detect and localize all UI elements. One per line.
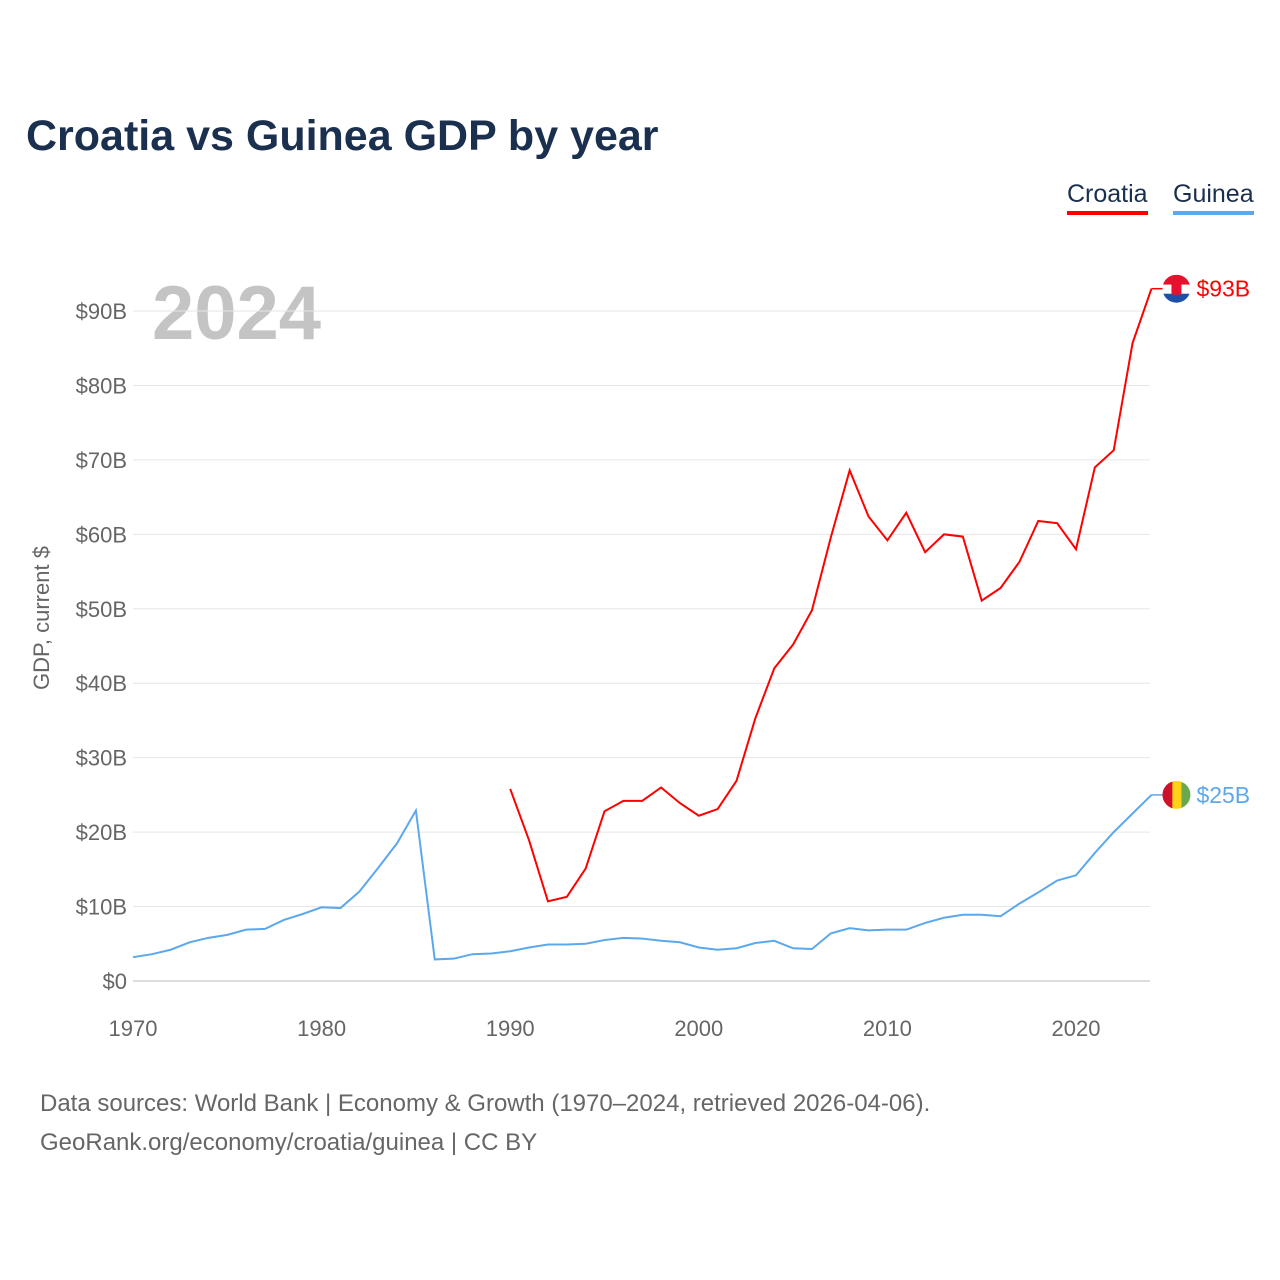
y-tick-label: $70B (76, 448, 127, 473)
x-tick-label: 1970 (109, 1016, 158, 1041)
source-line-2[interactable]: GeoRank.org/economy/croatia/guinea | CC … (40, 1129, 538, 1156)
source-line-1: Data sources: World Bank | Economy & Gro… (40, 1090, 931, 1117)
year-watermark: 2024 (152, 271, 322, 356)
y-tick-label: $20B (76, 820, 127, 845)
y-tick-label: $80B (76, 373, 127, 398)
end-value-label: $93B (1196, 276, 1250, 302)
x-tick-label: 1990 (486, 1016, 535, 1041)
y-tick-label: $40B (76, 671, 127, 696)
chart-title: Croatia vs Guinea GDP by year (26, 112, 659, 160)
source-note: Data sources: World Bank | Economy & Gro… (40, 1084, 930, 1162)
y-tick-label: $30B (76, 746, 127, 771)
y-tick-label: $10B (76, 895, 127, 920)
y-tick-label: $90B (76, 299, 127, 324)
y-tick-label: $0 (103, 969, 127, 994)
end-value-label: $25B (1196, 782, 1250, 808)
x-tick-label: 2000 (674, 1016, 723, 1041)
series-line-croatia (509, 288, 1153, 903)
guinea-flag-icon (1162, 780, 1191, 809)
x-tick-label: 1980 (297, 1016, 346, 1041)
x-tick-label: 2010 (863, 1016, 912, 1041)
x-tick-label: 2020 (1052, 1016, 1101, 1041)
croatia-flag-icon (1162, 274, 1191, 303)
y-tick-label: $50B (76, 597, 127, 622)
legend-croatia[interactable]: Croatia (1067, 180, 1148, 215)
y-tick-label: $60B (76, 522, 127, 547)
series-line-guinea (132, 794, 1153, 961)
legend-guinea[interactable]: Guinea (1173, 180, 1254, 215)
